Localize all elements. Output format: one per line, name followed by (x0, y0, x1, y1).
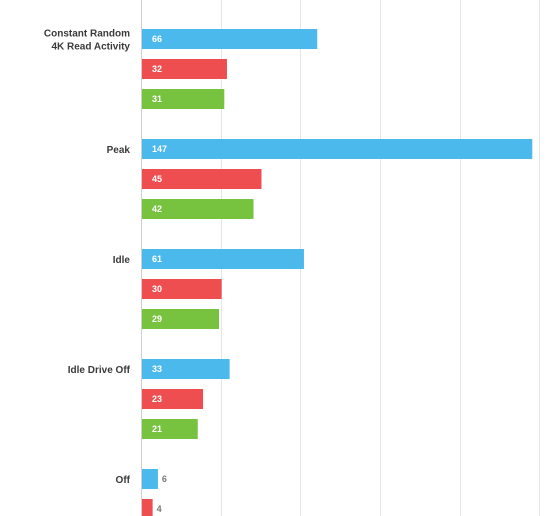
data-label: 31 (152, 94, 162, 104)
bar (142, 29, 318, 49)
bar (142, 499, 153, 516)
bar (142, 469, 158, 489)
data-label: 32 (152, 64, 162, 74)
category-label: Constant Random 4K Read Activity (44, 28, 131, 52)
bar (142, 249, 304, 269)
bar (142, 169, 262, 189)
data-label: 61 (152, 254, 162, 264)
grid-lines (141, 0, 540, 516)
bar (142, 419, 198, 439)
category-label: Idle Drive Off (68, 365, 131, 376)
data-label: 6 (162, 474, 167, 484)
bars: 66 147 61 33 6 32 45 30 23 4 31 42 29 21 (142, 29, 533, 516)
data-label: 29 (152, 314, 162, 324)
bar (142, 389, 204, 409)
category-labels: Constant Random 4K Read Activity Peak Idle I… (44, 28, 131, 486)
data-label: 66 (152, 34, 162, 44)
bar (142, 279, 222, 299)
bar (142, 89, 225, 109)
category-label: Peak (107, 145, 131, 156)
bar (142, 139, 533, 159)
data-label: 23 (152, 394, 162, 404)
bar (142, 309, 219, 329)
data-label: 42 (152, 204, 162, 214)
data-label: 4 (157, 504, 162, 514)
bar (142, 359, 230, 379)
data-label: 147 (152, 144, 167, 154)
bar (142, 199, 254, 219)
category-label: Idle (113, 255, 131, 266)
data-label: 45 (152, 174, 162, 184)
data-label: 21 (152, 424, 162, 434)
data-label: 33 (152, 364, 162, 374)
category-label: Off (116, 475, 131, 486)
data-label: 30 (152, 284, 162, 294)
bar (142, 59, 227, 79)
